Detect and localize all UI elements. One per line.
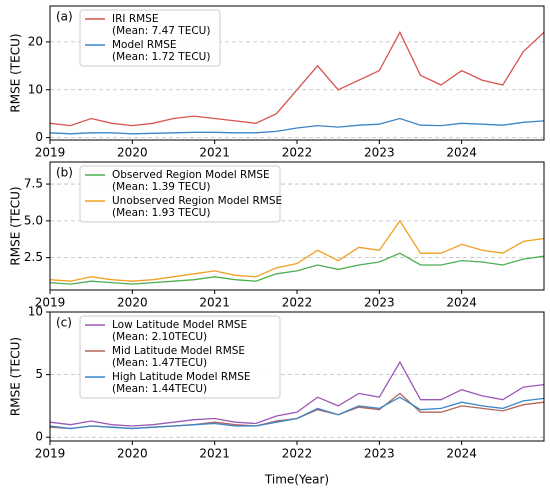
y-tick-label: 5 bbox=[35, 367, 43, 381]
x-axis-label: Time(Year) bbox=[264, 473, 329, 487]
legend-mean: (Mean: 2.10TECU) bbox=[112, 331, 207, 343]
series-line bbox=[49, 219, 545, 282]
y-tick-label: 0 bbox=[35, 430, 43, 444]
x-tick-label: 2023 bbox=[364, 447, 395, 461]
series-line bbox=[49, 396, 545, 430]
y-axis-label: RMSE (TECU) bbox=[9, 337, 23, 416]
x-tick-label: 2021 bbox=[199, 146, 230, 160]
x-tick-label: 2022 bbox=[282, 447, 313, 461]
y-tick-label: 5.0 bbox=[24, 213, 43, 227]
legend-mean: (Mean: 1.47TECU) bbox=[112, 357, 207, 369]
x-tick-label: 2019 bbox=[35, 447, 66, 461]
legend-mean: (Mean: 1.93 TECU) bbox=[112, 207, 210, 219]
legend-label: Unobserved Region Model RMSE bbox=[112, 195, 282, 207]
y-axis-label: RMSE (TECU) bbox=[9, 186, 23, 265]
legend-label: IRI RMSE bbox=[112, 13, 158, 25]
legend-mean: (Mean: 7.47 TECU) bbox=[112, 25, 210, 37]
series-line bbox=[49, 360, 545, 427]
y-tick-label: 20 bbox=[28, 34, 43, 48]
panel-label: (c) bbox=[56, 316, 72, 330]
series-line bbox=[49, 252, 545, 285]
y-tick-label: 2.5 bbox=[24, 250, 43, 264]
legend-box bbox=[79, 9, 221, 67]
legend-label: High Latitude Model RMSE bbox=[112, 371, 251, 383]
x-tick-label: 2021 bbox=[199, 296, 230, 310]
legend-label: Observed Region Model RMSE bbox=[112, 169, 270, 181]
x-tick-label: 2024 bbox=[446, 447, 477, 461]
panel-label: (a) bbox=[56, 10, 73, 24]
legend: Low Latitude Model RMSE(Mean: 2.10TECU) M… bbox=[79, 315, 281, 399]
panel: 0 10 20 2019 2020 2021 2022 2023 2024 (a) RMSE (TE… bbox=[9, 5, 545, 160]
panel-label: (b) bbox=[56, 166, 73, 180]
series-line bbox=[49, 117, 545, 135]
y-tick-label: 10 bbox=[28, 82, 43, 96]
x-tick-label: 2019 bbox=[35, 296, 66, 310]
panel: 0 5 10 2019 2020 2021 2022 2023 2024 (c) RMSE (TEC… bbox=[9, 305, 545, 487]
panel: 2.5 5.0 7.5 2019 2020 2021 2022 2023 2024 (b) RMSE… bbox=[9, 161, 545, 310]
y-tick-label: 7.5 bbox=[24, 177, 43, 191]
plot-frame bbox=[49, 161, 545, 291]
x-tick-label: 2024 bbox=[446, 146, 477, 160]
legend-label: Mid Latitude Model RMSE bbox=[112, 345, 245, 357]
x-tick-label: 2021 bbox=[199, 447, 230, 461]
plot-frame bbox=[49, 311, 545, 442]
series-line bbox=[49, 392, 545, 430]
legend-box bbox=[79, 165, 281, 223]
y-tick-label: 10 bbox=[28, 305, 43, 319]
x-tick-label: 2022 bbox=[282, 296, 313, 310]
legend-box bbox=[79, 315, 281, 399]
x-tick-label: 2022 bbox=[282, 146, 313, 160]
y-tick-label: 0 bbox=[35, 130, 43, 144]
x-tick-label: 2020 bbox=[117, 146, 148, 160]
legend-mean: (Mean: 1.39 TECU) bbox=[112, 181, 210, 193]
y-axis-label: RMSE (TECU) bbox=[9, 33, 23, 112]
x-tick-label: 2024 bbox=[446, 296, 477, 310]
x-tick-label: 2023 bbox=[364, 296, 395, 310]
legend: Observed Region Model RMSE(Mean: 1.39 TE… bbox=[79, 165, 282, 223]
x-tick-label: 2020 bbox=[117, 296, 148, 310]
series-line bbox=[49, 30, 545, 127]
legend-mean: (Mean: 1.72 TECU) bbox=[112, 51, 210, 63]
legend: IRI RMSE(Mean: 7.47 TECU) Model RMSE(Mean… bbox=[79, 9, 221, 67]
legend-label: Low Latitude Model RMSE bbox=[112, 319, 247, 331]
plot-frame bbox=[49, 5, 545, 141]
legend-label: Model RMSE bbox=[112, 39, 177, 51]
x-tick-label: 2023 bbox=[364, 146, 395, 160]
legend-mean: (Mean: 1.44TECU) bbox=[112, 383, 207, 395]
x-tick-label: 2020 bbox=[117, 447, 148, 461]
x-tick-label: 2019 bbox=[35, 146, 66, 160]
